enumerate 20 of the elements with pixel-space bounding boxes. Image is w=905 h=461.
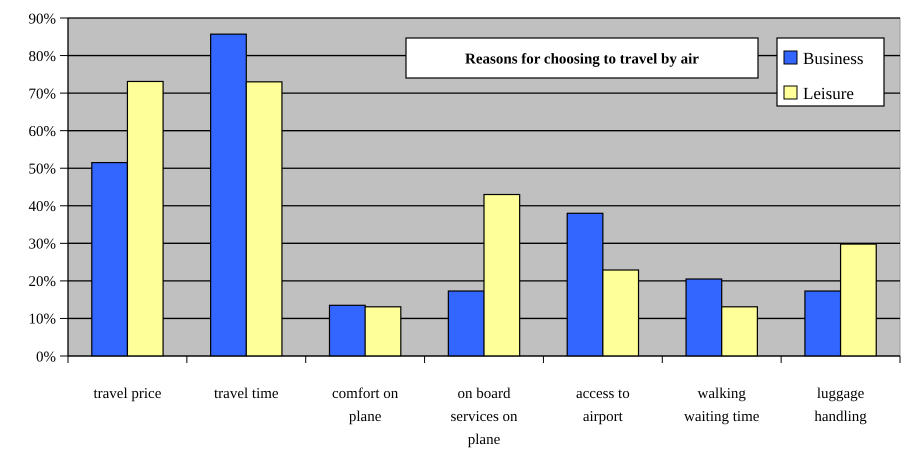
legend-label: Leisure — [803, 84, 854, 103]
x-tick-label: access to airport — [576, 386, 630, 425]
y-tick-label: 60% — [28, 124, 56, 140]
y-tick-label: 0% — [36, 349, 56, 366]
y-tick-label: 10% — [28, 312, 56, 328]
x-tick-label: comfort on plane — [332, 386, 399, 425]
x-tick-label: walking waiting time — [684, 386, 760, 425]
x-tick-label: luggage handling — [814, 386, 868, 425]
legend-label: Business — [803, 48, 864, 68]
y-tick-label: 70% — [28, 86, 56, 102]
text: Reasons for choosing to travel by air — [465, 51, 700, 68]
x-tick-label: travel time — [214, 386, 279, 402]
x-tick-label: travel price — [93, 386, 162, 402]
y-tick-label: 50% — [28, 161, 56, 178]
y-tick-label: 40% — [28, 199, 56, 216]
y-tick-label: 90% — [28, 11, 56, 28]
y-tick-label: 30% — [28, 236, 56, 253]
x-tick-label: on board services on plane — [450, 386, 518, 448]
y-tick-label: 80% — [28, 48, 56, 65]
y-tick-label: 20% — [28, 274, 56, 290]
